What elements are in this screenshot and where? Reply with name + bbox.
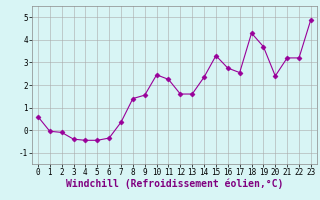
X-axis label: Windchill (Refroidissement éolien,°C): Windchill (Refroidissement éolien,°C) xyxy=(66,179,283,189)
